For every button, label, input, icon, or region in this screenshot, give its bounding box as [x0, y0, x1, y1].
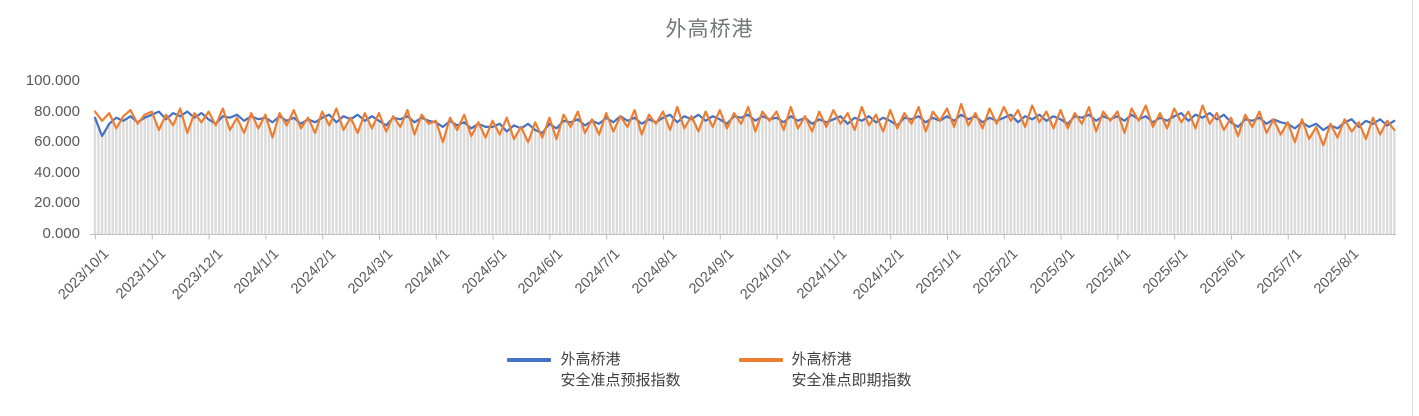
y-axis-label: 40.000 — [34, 163, 80, 181]
drop-line-bars — [93, 114, 1396, 234]
spot-legend-label: 外高桥港 安全准点即期指数 — [792, 349, 912, 391]
y-axis-label: 80.000 — [34, 102, 80, 120]
spot-line-swatch — [738, 358, 783, 362]
forecast-legend-line2: 安全准点预报指数 — [560, 372, 681, 389]
legend-item-spot[interactable]: 外高桥港 安全准点即期指数 — [738, 349, 912, 391]
forecast-line-swatch — [507, 358, 552, 362]
forecast-legend-label: 外高桥港 安全准点预报指数 — [560, 349, 680, 391]
legend: 外高桥港 安全准点预报指数 外高桥港 安全准点即期指数 — [0, 349, 1419, 391]
forecast-legend-line1: 外高桥港 — [560, 351, 621, 368]
y-axis-label: 100.000 — [25, 72, 80, 89]
spot-line[interactable] — [93, 102, 1396, 147]
y-axis-label: 60.000 — [34, 133, 80, 151]
legend-item-forecast[interactable]: 外高桥港 安全准点预报指数 — [507, 349, 681, 391]
y-axis-label: 20.000 — [34, 194, 80, 212]
window-right-border — [1412, 0, 1413, 416]
spot-legend-line1: 外高桥港 — [791, 351, 852, 368]
spot-legend-line2: 安全准点即期指数 — [791, 372, 912, 389]
y-axis-label: 0.000 — [42, 225, 80, 242]
chart-title: 外高桥港 — [665, 18, 754, 41]
